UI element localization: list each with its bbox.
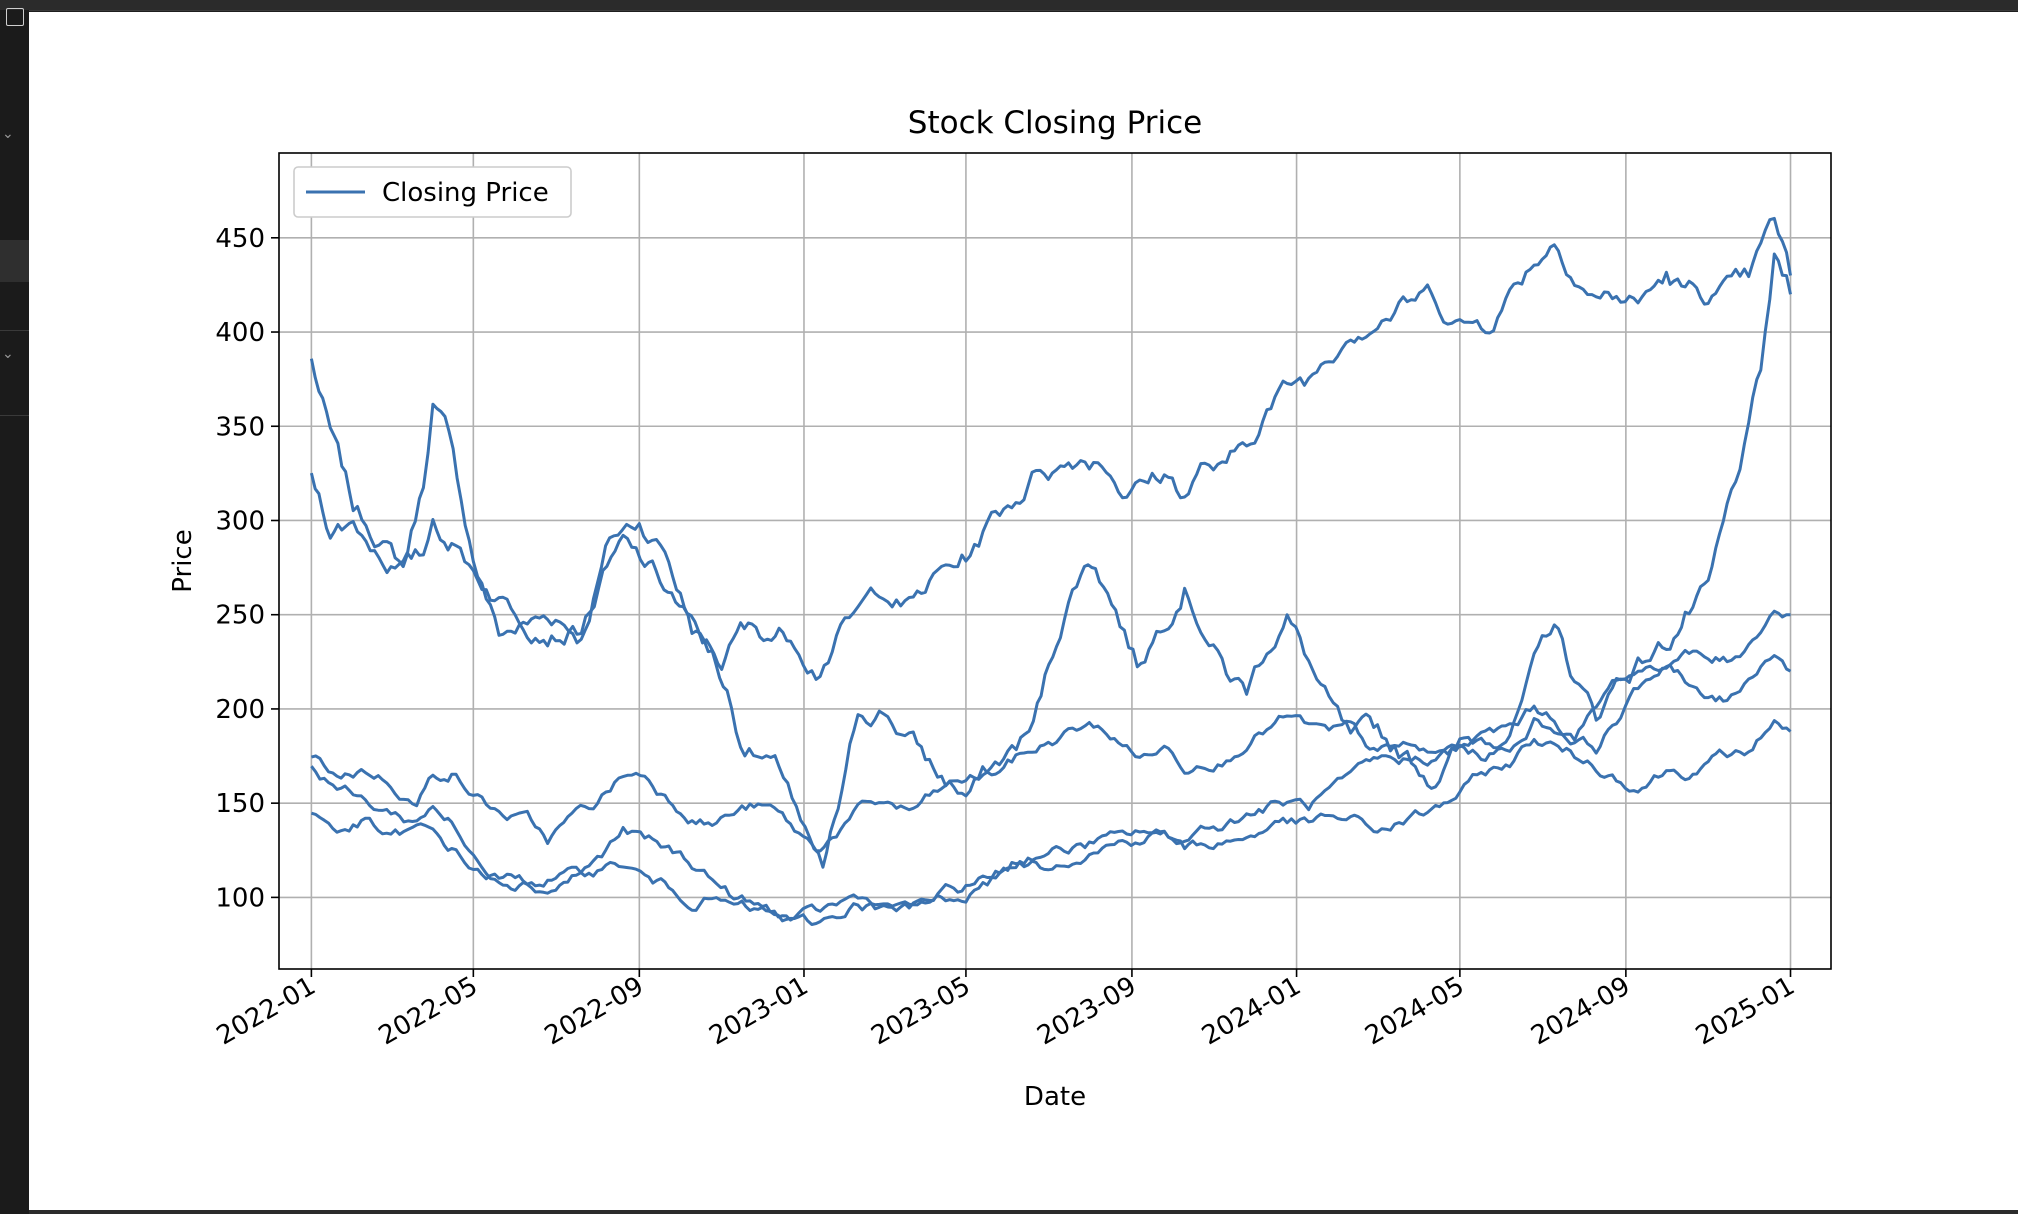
y-tick-label: 100 [215,883,265,913]
x-tick-label: 2023-09 [1032,971,1141,1051]
figure-canvas: 100 150 200 250 300 350 400 450 2022-01 2022-05 20… [29,12,2018,1210]
divider [0,415,29,416]
chevron-down-icon[interactable]: ⌄ [2,346,14,362]
series-line [310,654,1792,922]
series-line [310,609,1791,853]
divider [0,330,29,331]
y-tick-label: 150 [215,789,265,819]
y-tick-label: 300 [215,506,265,536]
sidebar-item[interactable] [0,240,29,282]
y-tick-label: 350 [215,412,265,442]
plot-frame [278,152,1832,970]
y-tick-label: 450 [215,224,265,254]
legend-label: Closing Price [382,178,549,208]
ide-bottom-bar [29,1210,2018,1214]
series-line [310,719,1792,926]
x-tick-label: 2022-05 [374,971,483,1051]
y-tick-label: 250 [215,601,265,631]
x-tick-label: 2024-09 [1526,971,1635,1051]
x-tick-label: 2022-01 [212,971,321,1051]
x-tick-label: 2025-01 [1691,971,1800,1051]
ide-left-gutter: ⌄ ⌄ [0,8,29,1214]
y-tick-label: 400 [215,318,265,348]
x-tick-label: 2023-05 [866,971,975,1051]
y-axis-label: Price [168,529,198,592]
x-tick-label: 2024-01 [1197,971,1306,1051]
x-tick-label: 2022-09 [540,971,649,1051]
chart: 100 150 200 250 300 350 400 450 2022-01 2022-05 20… [168,105,1832,1112]
chevron-down-icon[interactable]: ⌄ [2,126,14,142]
series-line [309,252,1792,869]
x-axis-label: Date [1024,1082,1086,1112]
ide-title-bar [0,0,2018,11]
legend-box [293,166,572,218]
y-tick-label: 200 [215,695,265,725]
file-icon[interactable] [6,8,24,26]
x-tick-label: 2023-01 [704,971,813,1051]
x-tick-label: 2024-05 [1360,971,1469,1051]
chart-title: Stock Closing Price [908,105,1202,141]
series-line [309,216,1792,681]
